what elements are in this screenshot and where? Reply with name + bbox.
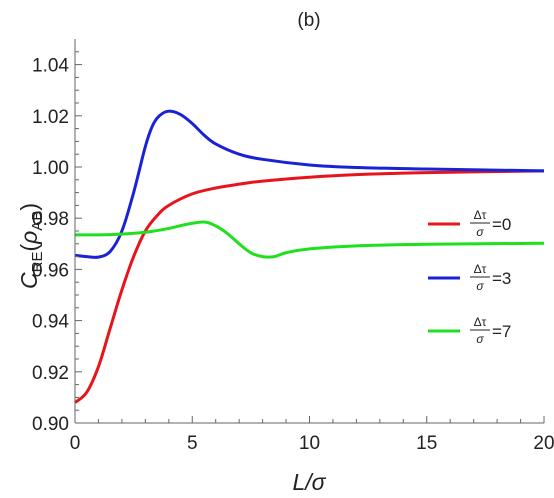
- y-tick-label: 0.90: [32, 414, 69, 435]
- y-tick-label: 1.02: [32, 107, 69, 128]
- y-tick-label: 1.04: [32, 56, 69, 77]
- series-line-1: [74, 109, 545, 259]
- x-axis-label: L/σ: [292, 469, 326, 495]
- y-label-sub: RE: [29, 252, 46, 273]
- x-tick-label: 0: [70, 433, 81, 454]
- legend-item-2: Δτ σ =7: [428, 315, 511, 346]
- legend-numerator-2: Δτ: [474, 315, 487, 329]
- x-tick-label: 5: [187, 433, 198, 454]
- legend-item-0: Δτ σ =0: [428, 208, 511, 239]
- y-label-rho: ρ: [16, 231, 42, 245]
- legend-item-1: Δτ σ =3: [428, 262, 511, 293]
- legend-numerator-0: Δτ: [474, 208, 487, 222]
- x-ticks: 0 5 10 15 20: [70, 416, 554, 454]
- legend: Δτ σ =0 Δτ σ =3 Δτ σ =7: [428, 208, 511, 346]
- y-label-open: (: [16, 244, 42, 252]
- plot-lines: [74, 109, 545, 404]
- legend-denominator-1: σ: [476, 279, 484, 293]
- y-label-main: C: [16, 272, 42, 289]
- x-tick-label: 10: [299, 433, 320, 454]
- legend-denominator-2: σ: [476, 332, 484, 346]
- y-tick-label: 1.00: [32, 158, 69, 179]
- y-tick-label: 0.94: [32, 312, 69, 333]
- series-line-2: [74, 220, 545, 259]
- y-axis-label: CRE(ρAB): [16, 203, 46, 289]
- legend-numerator-1: Δτ: [474, 262, 487, 276]
- series-line-0: [74, 169, 545, 404]
- y-tick-label: 0.96: [32, 260, 69, 281]
- x-tick-label: 20: [533, 433, 554, 454]
- y-tick-label: 0.98: [32, 209, 69, 230]
- y-label-rho-sub: AB: [29, 211, 46, 231]
- chart-title: (b): [297, 10, 320, 31]
- y-tick-label: 0.92: [32, 363, 69, 384]
- y-ticks: 0.90 0.92 0.94 0.96 0.98 1.00 1.02 1.04: [32, 51, 82, 435]
- x-tick-label: 15: [416, 433, 437, 454]
- legend-denominator-0: σ: [476, 225, 484, 239]
- legend-value-1: =3: [492, 269, 511, 288]
- y-label-close: ): [16, 203, 42, 211]
- legend-value-0: =0: [492, 215, 511, 234]
- legend-value-2: =7: [492, 322, 511, 341]
